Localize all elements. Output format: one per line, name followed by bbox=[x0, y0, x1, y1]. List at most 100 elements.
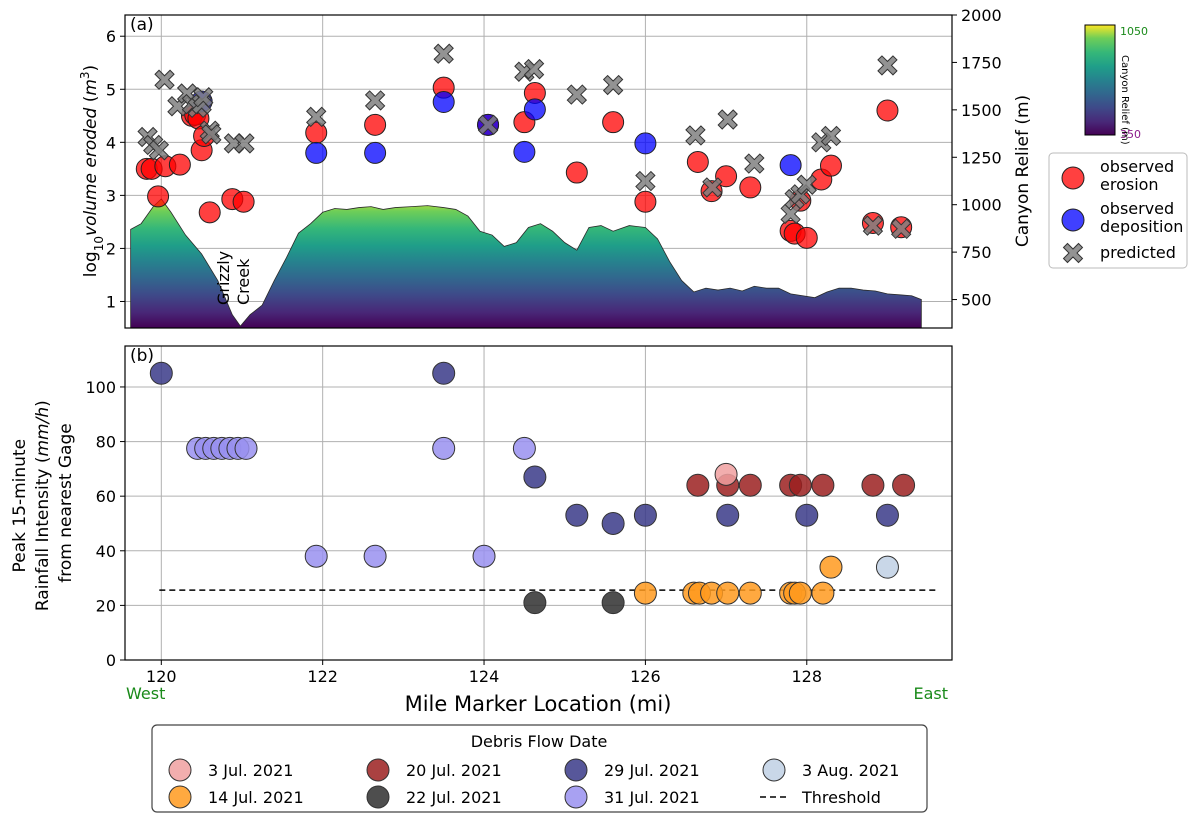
legend-label-jul22: 22 Jul. 2021 bbox=[406, 788, 502, 807]
y-tick-label: 1 bbox=[106, 292, 116, 311]
legend-deposition-marker bbox=[1061, 208, 1085, 232]
rainfall-point-jul14 bbox=[633, 581, 657, 605]
y-tick-label: 5 bbox=[106, 80, 116, 99]
deposition-point bbox=[513, 140, 536, 163]
legend-marker-jul20 bbox=[366, 758, 390, 782]
rainfall-point-jul29 bbox=[716, 503, 740, 527]
erosion-point bbox=[168, 153, 191, 176]
erosion-point bbox=[147, 185, 170, 208]
legend-marker-jul14 bbox=[168, 785, 192, 809]
right-tick-label: 1750 bbox=[961, 53, 1002, 72]
erosion-point bbox=[565, 161, 588, 184]
predicted-point bbox=[154, 69, 175, 90]
rainfall-point-jul20 bbox=[861, 473, 885, 497]
y-tick-label: 40 bbox=[96, 542, 116, 561]
legend-erosion-marker bbox=[1061, 166, 1085, 190]
predicted-point bbox=[364, 90, 386, 111]
legend-label-jul31: 31 Jul. 2021 bbox=[604, 788, 700, 807]
panel-b-frame bbox=[124, 345, 953, 661]
x-tick-label: 124 bbox=[469, 667, 500, 686]
erosion-point bbox=[232, 190, 255, 213]
east-label: East bbox=[913, 684, 948, 703]
predicted-point bbox=[523, 58, 545, 80]
predicted-point bbox=[306, 106, 327, 128]
rainfall-point-jul14 bbox=[716, 581, 740, 605]
legend-marker-jul03 bbox=[168, 758, 192, 782]
panel-a-left-axis-label: log10volume eroded (m3) bbox=[78, 65, 106, 277]
y-label-line-1: Peak 15-minute bbox=[10, 439, 30, 573]
y-tick-label: 2 bbox=[106, 239, 116, 258]
legend-predicted-marker bbox=[1062, 242, 1084, 264]
panel-a-label: (a) bbox=[130, 15, 154, 35]
deposition-points bbox=[190, 90, 802, 177]
panel-b-y-ticks: 0 20 40 60 80 100 bbox=[85, 378, 125, 670]
predicted-point bbox=[717, 109, 738, 130]
rainfall-point-jul20 bbox=[811, 473, 835, 497]
colorbar: 1050 350 Canyon Relief (m) bbox=[1084, 24, 1148, 145]
erosion-point bbox=[364, 113, 387, 136]
legend-marker-jul29 bbox=[564, 758, 588, 782]
predicted-point bbox=[566, 84, 588, 105]
rainfall-point-jul14 bbox=[738, 581, 762, 605]
predicted-point bbox=[201, 124, 222, 145]
predicted-points bbox=[137, 43, 912, 240]
x-tick-label: 120 bbox=[146, 667, 177, 686]
panel-b-label: (b) bbox=[130, 346, 154, 366]
annotation-grizzly-creek: Grizzly Creek bbox=[214, 246, 253, 305]
rainfall-point-jul31 bbox=[363, 544, 387, 568]
predicted-point bbox=[685, 125, 706, 146]
panel-a-frame bbox=[124, 14, 953, 329]
y-tick-label: 6 bbox=[106, 27, 116, 46]
west-label: West bbox=[126, 684, 165, 703]
legend-predicted-icon bbox=[1062, 242, 1084, 264]
erosion-point bbox=[819, 154, 842, 177]
legend-label-threshold: Threshold bbox=[801, 788, 881, 807]
rainfall-point-jul20 bbox=[686, 473, 710, 497]
rainfall-points bbox=[149, 361, 916, 615]
rainfall-point-jul29 bbox=[875, 503, 899, 527]
y-tick-label: 4 bbox=[106, 133, 116, 152]
legend-label-jul20: 20 Jul. 2021 bbox=[406, 761, 502, 780]
legend-label-jul03: 3 Jul. 2021 bbox=[208, 761, 293, 780]
right-tick-label: 1000 bbox=[961, 196, 1002, 215]
y-tick-label: 80 bbox=[96, 433, 116, 452]
rainfall-point-aug03 bbox=[875, 555, 899, 579]
legend-b-box bbox=[151, 724, 928, 813]
erosion-point bbox=[739, 176, 762, 199]
x-tick-label: 128 bbox=[791, 667, 822, 686]
x-tick-label: 126 bbox=[630, 667, 661, 686]
legend-deposition-line-2: deposition bbox=[1100, 217, 1183, 236]
erosion-point bbox=[876, 99, 899, 122]
rainfall-point-jul29 bbox=[633, 503, 657, 527]
annotation-line-2: Creek bbox=[234, 258, 253, 305]
erosion-point bbox=[602, 111, 625, 134]
right-tick-label: 500 bbox=[961, 291, 992, 310]
predicted-point bbox=[193, 87, 214, 108]
panel-b-y-axis-label: Peak 15-minute Rainfall Intensity (mm/h)… bbox=[10, 395, 76, 611]
panel-b-x-ticks: 120 122 124 126 128 bbox=[146, 660, 822, 686]
predicted-point bbox=[234, 133, 255, 154]
erosion-point bbox=[634, 190, 657, 213]
deposition-point bbox=[432, 91, 455, 114]
legend-label-aug03: 3 Aug. 2021 bbox=[802, 761, 899, 780]
rainfall-point-jul29 bbox=[601, 511, 625, 535]
deposition-point bbox=[523, 98, 546, 121]
panel-a-right-axis-label: Canyon Relief (m) bbox=[1013, 95, 1033, 247]
legend-a: observed erosion observed deposition pre… bbox=[1048, 152, 1188, 269]
predicted-point bbox=[148, 140, 170, 161]
x-axis-label: Mile Marker Location (mi) bbox=[405, 692, 672, 716]
legend-marker-jul22 bbox=[366, 785, 390, 809]
right-tick-label: 750 bbox=[961, 243, 992, 262]
predicted-point bbox=[602, 74, 624, 96]
deposition-point bbox=[634, 132, 657, 155]
colorbar-min-label: 350 bbox=[1120, 128, 1141, 141]
legend-predicted-label: predicted bbox=[1100, 243, 1176, 262]
legend-erosion-line-1: observed bbox=[1100, 157, 1174, 176]
colorbar-max-label: 1050 bbox=[1120, 25, 1148, 38]
legend-b-entries: 3 Jul. 2021 14 Jul. 2021 20 Jul. 2021 22 Ju… bbox=[168, 758, 899, 809]
y-tick-label: 0 bbox=[106, 651, 116, 670]
legend-b: Debris Flow Date 3 Jul. 2021 14 Jul. 2021… bbox=[151, 724, 928, 813]
rainfall-point-jul31 bbox=[234, 436, 258, 460]
y-tick-label: 20 bbox=[96, 596, 116, 615]
